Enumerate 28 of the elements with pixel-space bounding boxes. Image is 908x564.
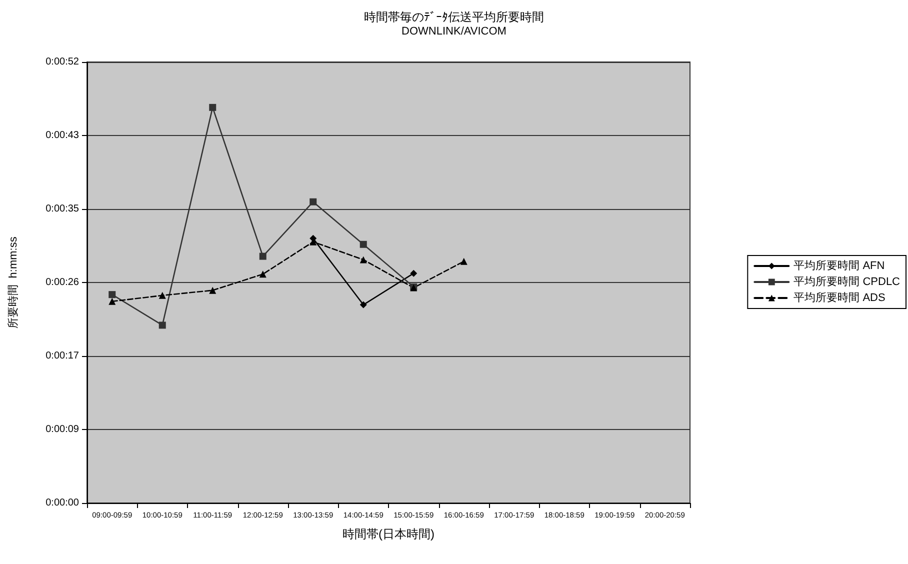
y-tick-label: 0:00:00 [46, 498, 80, 508]
y-axis-title: 所要時間 h:mm:ss [6, 236, 20, 328]
chart-subtitle: DOWNLINK/AVICOM [402, 26, 506, 38]
legend-label: 平均所要時間 AFN [794, 259, 885, 272]
point [360, 301, 367, 308]
point [360, 256, 367, 264]
point [108, 298, 116, 305]
point [410, 270, 418, 277]
y-tick-label: 0:00:52 [46, 56, 80, 68]
point [360, 240, 367, 248]
point [259, 270, 266, 278]
y-tick-label: 0:00:09 [46, 424, 80, 435]
point [310, 198, 317, 206]
point [209, 286, 216, 294]
point [158, 292, 166, 299]
point [259, 252, 266, 260]
point [460, 258, 468, 265]
y-tick-label: 0:00:35 [46, 204, 80, 214]
chart-title: 時間帯毎のﾃﾞｰﾀ伝送平均所要時間 [364, 10, 544, 24]
x-axis-title: 時間帯(日本時間) [342, 527, 434, 541]
legend-label: 平均所要時間 CPDLC [794, 275, 900, 288]
y-tick-label: 0:00:43 [46, 130, 80, 141]
y-tick-label: 0:00:26 [46, 277, 80, 288]
legend-label: 平均所要時間 ADS [794, 291, 886, 304]
point [158, 322, 166, 329]
point [108, 291, 116, 298]
y-tick-label: 0:00:17 [46, 350, 80, 362]
point [209, 104, 216, 111]
